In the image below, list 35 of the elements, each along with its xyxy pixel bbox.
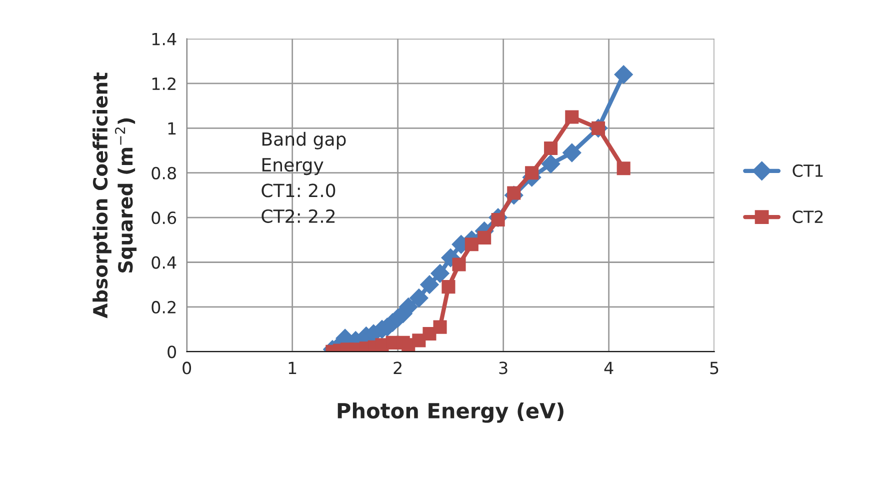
y-tick-label: 0.4 bbox=[152, 256, 176, 269]
point bbox=[616, 162, 630, 176]
y-tick-label: 0.6 bbox=[152, 212, 176, 224]
legend-label: CT2 bbox=[792, 210, 823, 224]
y-axis-title: Absorption Coefficient Squared (m$^{−2}$) bbox=[92, 72, 137, 318]
point bbox=[430, 264, 450, 283]
y-tick-label: 0 bbox=[168, 346, 176, 358]
y-tick-label: 1 bbox=[168, 122, 176, 135]
x-tick-label: 3 bbox=[499, 362, 508, 374]
point bbox=[452, 258, 466, 272]
point bbox=[565, 110, 579, 124]
y-tick-label: 1.2 bbox=[152, 77, 176, 90]
x-tick-label: 5 bbox=[710, 362, 718, 374]
x-tick-label: 1 bbox=[288, 362, 296, 374]
x-tick-label: 2 bbox=[394, 362, 402, 374]
point bbox=[614, 65, 633, 84]
point bbox=[464, 238, 478, 252]
y-tick-label: 0.8 bbox=[152, 166, 176, 180]
y-tick-label: 1.4 bbox=[152, 32, 176, 46]
point bbox=[422, 326, 436, 341]
point bbox=[525, 166, 539, 180]
point bbox=[544, 142, 558, 156]
legend-label: CT1 bbox=[792, 164, 823, 177]
point bbox=[541, 154, 560, 174]
x-axis-title: Photon Energy (eV) bbox=[338, 402, 564, 423]
point bbox=[433, 320, 447, 334]
point bbox=[562, 143, 582, 162]
point bbox=[420, 275, 439, 294]
point bbox=[442, 280, 456, 294]
point bbox=[410, 288, 428, 308]
y-tick-label: 0.2 bbox=[152, 300, 176, 314]
point bbox=[478, 230, 492, 244]
x-tick-label: 4 bbox=[604, 362, 614, 374]
x-tick-label: 0 bbox=[182, 362, 192, 374]
annotation: Band gap Energy CT1: 2.0 CT2: 2.2 bbox=[262, 132, 346, 223]
